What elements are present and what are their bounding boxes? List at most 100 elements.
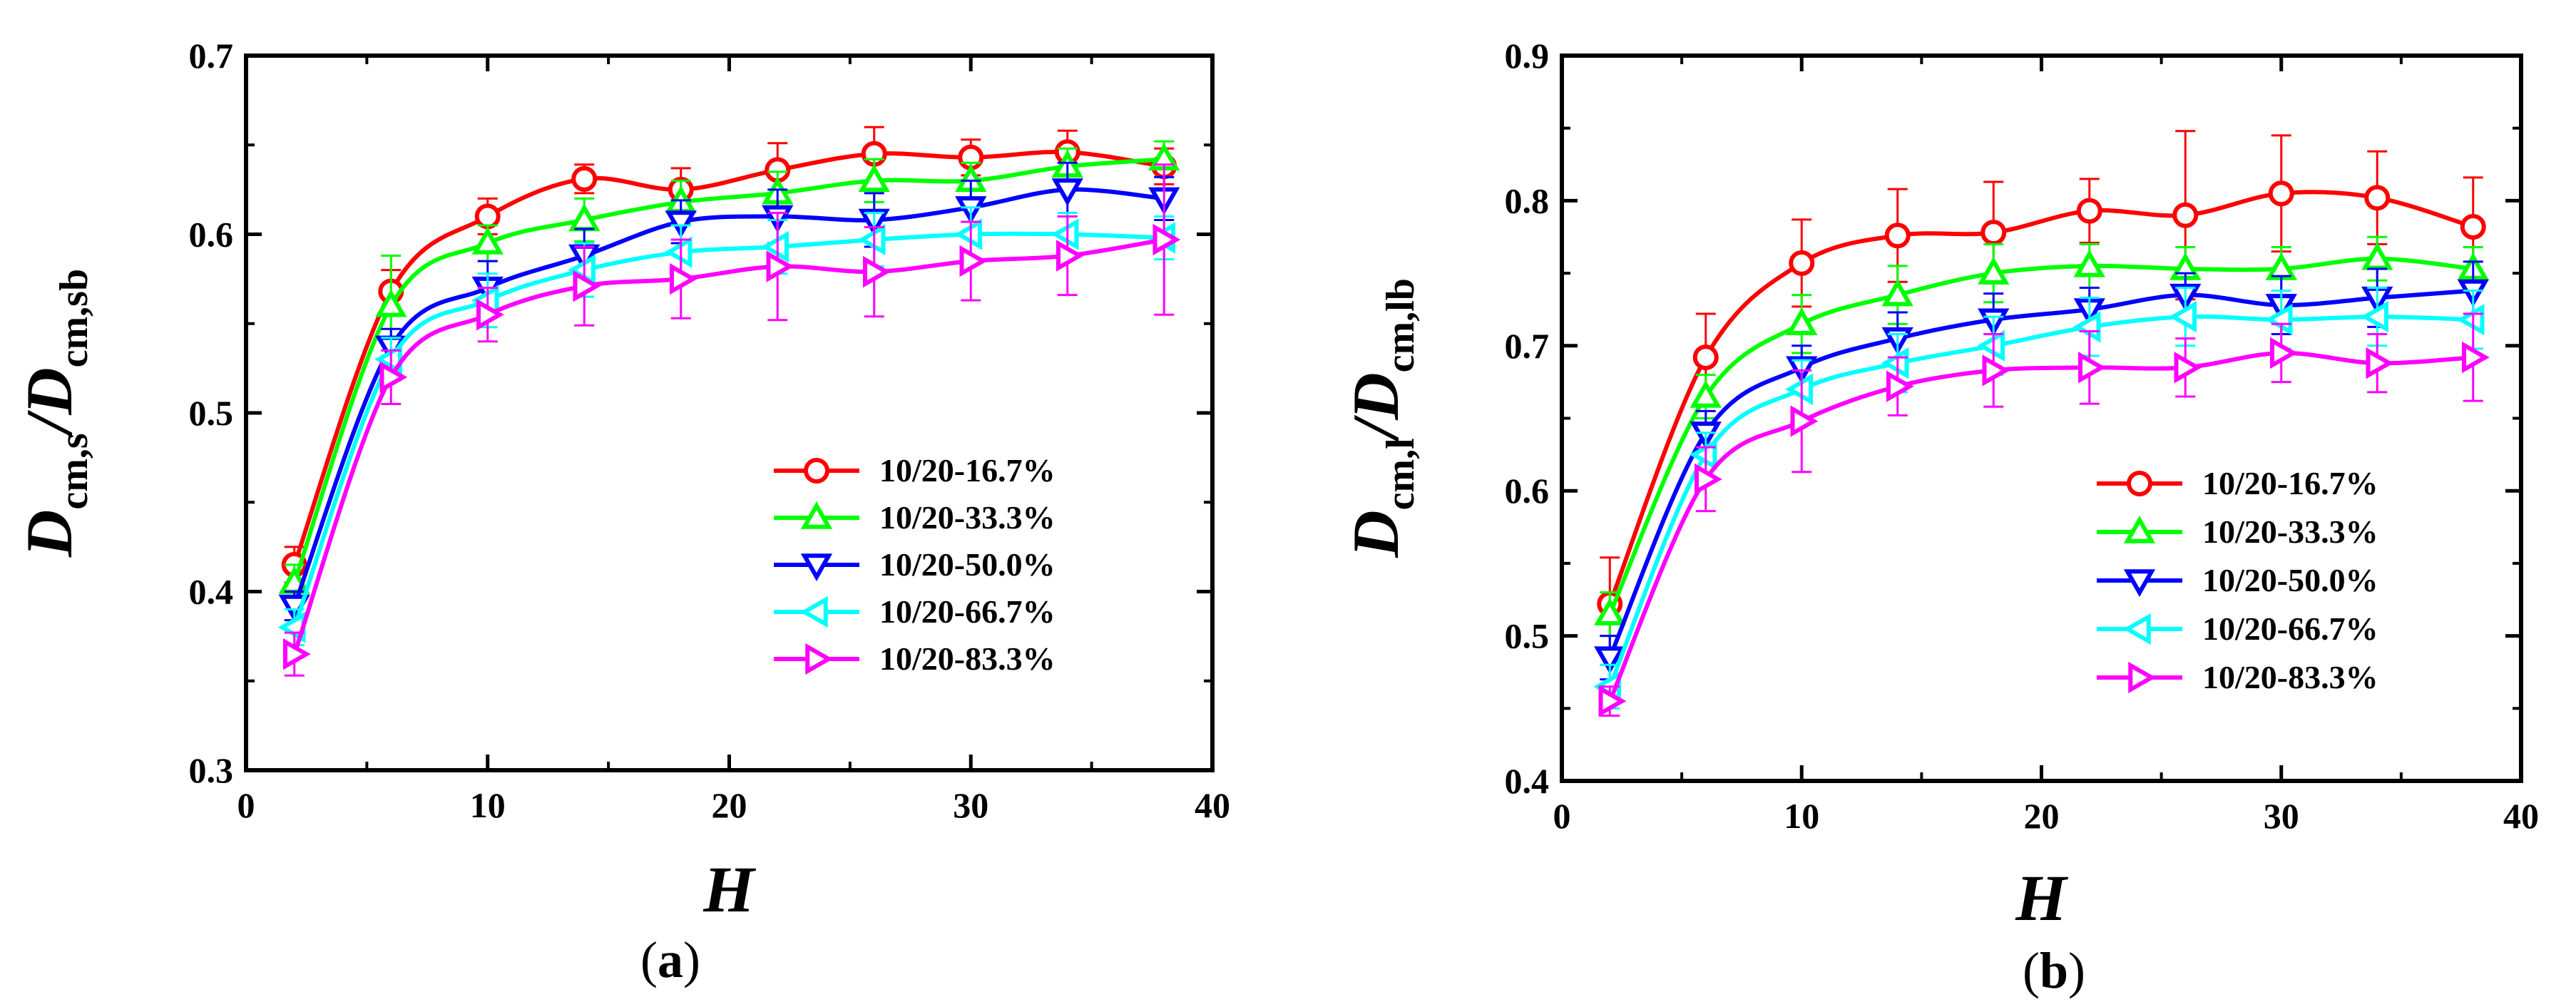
data-point [1881,278,1913,307]
y-tick-label: 0.9 [1505,36,1550,76]
legend-item: 10/20-33.3% [774,499,1056,536]
panel-label-letter: a [658,931,683,988]
panel-label-open: ( [640,931,658,988]
series-1 [1597,130,2486,652]
panel-label-letter: b [2040,942,2068,999]
legend-marker [804,458,829,484]
legend-label: 10/20-83.3% [2202,659,2378,695]
data-point [1884,223,1911,249]
x-tick-label: 0 [237,785,255,825]
data-point [2072,311,2101,343]
y-axis-title: Dcm,s/Dcm,sb [13,269,96,558]
y-axis-title-part: cm,sb [52,269,96,367]
data-point [476,299,504,331]
y-tick-label: 0.3 [189,750,234,790]
series-line [292,237,1165,655]
x-tick-label: 40 [2503,796,2539,836]
legend-item: 10/20-66.7% [774,593,1056,630]
data-point [858,164,890,193]
x-axis-title: H [2015,862,2068,934]
data-point [1056,240,1084,272]
data-point [1689,439,1717,471]
data-point [2073,249,2105,277]
data-point [471,226,504,255]
legend-item: 10/20-16.7% [2097,465,2378,501]
x-tick-label: 10 [470,785,506,825]
data-point [1594,646,1626,675]
legend-label: 10/20-33.3% [879,499,1056,536]
data-point [568,203,600,232]
data-point [2456,304,2485,336]
data-point [1789,250,1815,276]
legend-label: 10/20-16.7% [879,452,1056,489]
y-axis-title-part: cm,l [1379,438,1423,510]
data-point [375,289,407,317]
data-point [1051,178,1083,206]
x-tick-label: 30 [953,785,988,825]
data-point [670,262,697,295]
legend-item: 10/20-66.7% [2097,610,2378,647]
y-axis-title-part: D [1339,372,1412,420]
legend-item: 10/20-33.3% [2097,513,2378,550]
data-point [863,255,891,288]
data-point [571,165,598,192]
data-point [1982,354,2010,387]
data-point [1980,220,2007,246]
y-axis-title-part: D [13,510,86,558]
y-axis-title: Dcm,l/Dcm,lb [1339,278,1423,558]
y-tick-label: 0.6 [1505,471,1550,511]
legend-label: 10/20-50.0% [879,546,1056,583]
data-point [2361,300,2388,333]
legend-marker [2128,661,2157,694]
data-point [2174,352,2202,384]
legend-label: 10/20-16.7% [2202,465,2378,501]
legend-item: 10/20-16.7% [774,452,1056,489]
y-tick-label: 0.6 [189,215,234,255]
data-point [959,245,988,277]
data-point [1786,307,1818,336]
y-tick-label: 0.8 [1505,180,1550,220]
data-point [2268,180,2294,207]
x-tick-label: 0 [1553,796,1571,836]
y-tick-label: 0.4 [1505,761,1550,801]
data-point [857,223,886,256]
legend-marker [800,553,833,582]
data-point [573,270,601,302]
y-axis-title-part: D [13,367,86,415]
y-tick-label: 0.5 [1505,616,1550,656]
data-point [2462,341,2490,374]
data-point [954,218,982,250]
chart-panel-a: 0 10 20 30 40 0.3 0.4 0.5 0.6 0.7 H Dcm,s/Dcm,sb 10/… [13,36,1230,988]
y-tick-label: 0.7 [189,36,234,76]
y-tick-label: 0.4 [189,572,234,612]
data-point [2366,347,2394,379]
series-line [292,187,1165,607]
data-point [1886,370,1914,402]
panel-label-close: ) [2068,942,2085,999]
legend-marker [800,501,833,529]
x-tick-label: 20 [712,785,747,825]
data-point [665,210,697,239]
panel-label-close: ) [683,931,700,988]
data-point [1785,373,1813,405]
data-point [761,230,789,263]
legend-label: 10/20-83.3% [879,640,1056,677]
x-tick-label: 40 [1195,785,1230,825]
series-5 [283,163,1181,677]
panel-label-open: ( [2023,942,2040,999]
legend-label: 10/20-66.7% [879,593,1056,630]
legend-marker [805,643,834,675]
data-point [2264,304,2293,336]
data-point [1152,223,1181,256]
series-5 [1598,312,2490,717]
series-2 [1594,235,2489,638]
y-axis-title-part: D [1339,510,1412,558]
data-point [1790,405,1819,437]
data-point [2169,300,2197,333]
y-axis-title-part: cm,s [52,433,96,509]
data-point [1692,344,1719,371]
data-point [374,343,402,376]
data-point [1695,463,1722,496]
data-point [2078,352,2106,384]
legend-item: 10/20-83.3% [2097,659,2378,695]
